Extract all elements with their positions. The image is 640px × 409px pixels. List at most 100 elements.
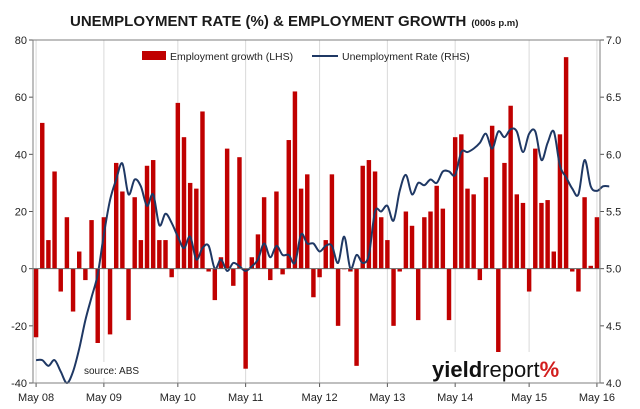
employment-bar — [317, 268, 322, 278]
logo-text-report: report — [482, 357, 539, 382]
x-tick-label: May 10 — [160, 392, 196, 404]
employment-bar — [354, 268, 359, 366]
employment-bar — [144, 165, 150, 269]
source-note: source: ABS — [84, 366, 139, 377]
y-left-tick-label: 80 — [15, 35, 27, 47]
y-left-tick-label: -40 — [11, 378, 27, 390]
employment-bar — [132, 197, 137, 269]
employment-bar — [113, 162, 119, 269]
x-tick-label: May 16 — [579, 392, 615, 404]
employment-bar — [422, 217, 427, 269]
source-box — [78, 362, 144, 378]
employment-bar — [194, 188, 199, 269]
plot-frame — [32, 39, 601, 384]
employment-bar — [323, 240, 328, 269]
yieldreport-logo: yieldreport% — [428, 352, 590, 382]
legend-bar-label: Employment growth (LHS) — [170, 51, 293, 63]
employment-bar — [446, 268, 452, 321]
legend-bar-swatch — [142, 51, 166, 60]
employment-bar — [224, 148, 230, 269]
employment-bar — [563, 57, 569, 269]
employment-bar — [539, 202, 544, 269]
employment-bar — [237, 157, 242, 269]
employment-bar — [520, 202, 526, 269]
employment-bar — [286, 140, 291, 269]
employment-bar — [40, 122, 45, 269]
employment-bar — [249, 257, 255, 269]
employment-bar — [150, 160, 156, 269]
y-left-tick-label: -20 — [11, 321, 27, 333]
employment-bar — [231, 268, 236, 286]
employment-bar — [126, 268, 131, 321]
employment-bar — [77, 251, 82, 269]
employment-bar — [434, 185, 439, 269]
employment-bar — [471, 194, 476, 269]
employment-bar — [459, 134, 464, 269]
employment-bar — [181, 137, 187, 269]
employment-bar — [187, 182, 193, 269]
legend: Employment growth (LHS) Unemployment Rat… — [142, 51, 470, 63]
y-left-tick-label: 40 — [15, 149, 27, 161]
x-tick-label: May 08 — [18, 392, 54, 404]
employment-bar — [200, 111, 205, 269]
employment-bar — [212, 268, 218, 301]
y-right-tick-label: 6.0 — [606, 149, 621, 161]
y-left-tick-label: 0 — [21, 264, 27, 276]
chart-title: UNEMPLOYMENT RATE (%) & EMPLOYMENT GROWT… — [70, 13, 466, 30]
y-right-tick-label: 7.0 — [606, 35, 621, 47]
chart-title-units: (000s p.m) — [471, 18, 518, 29]
x-tick-label: May 14 — [437, 392, 473, 404]
employment-bar — [163, 240, 168, 269]
employment-bar — [526, 268, 532, 292]
employment-bar — [107, 268, 113, 335]
employment-bar — [465, 188, 470, 269]
unemployment-rate-line — [36, 127, 610, 384]
employment-bar — [138, 240, 144, 269]
employment-bar — [58, 268, 63, 292]
unemployment-line-layer — [36, 127, 610, 384]
employment-bar — [64, 217, 70, 269]
x-tick-label: May 09 — [86, 392, 122, 404]
employment-bar — [70, 268, 76, 312]
employment-bar — [391, 268, 396, 326]
employment-bar — [557, 134, 563, 269]
y-left-tick-label: 20 — [15, 207, 27, 219]
employment-bar — [428, 211, 433, 269]
employment-bar — [348, 268, 353, 272]
employment-bar — [477, 268, 483, 281]
employment-bar — [533, 148, 538, 269]
x-tick-label: May 11 — [228, 392, 263, 404]
employment-bar — [255, 234, 261, 269]
employment-bar — [311, 268, 316, 298]
employment-bar — [120, 191, 125, 269]
y-right-tick-label: 6.5 — [606, 92, 621, 104]
employment-bar — [545, 200, 550, 269]
employment-bar — [243, 268, 248, 369]
employment-bar — [397, 268, 402, 272]
employment-bar — [496, 268, 501, 358]
employment-bar — [372, 171, 378, 269]
employment-bar — [514, 194, 520, 269]
employment-bar — [218, 257, 224, 269]
employment-bar — [582, 197, 587, 269]
employment-bar — [452, 137, 458, 269]
axes: May 08 May 09 May 10 May 11 May 12 May 13 May … — [11, 35, 621, 404]
employment-bar — [206, 268, 211, 272]
employment-bar — [274, 191, 279, 269]
employment-bar — [551, 251, 556, 269]
employment-bar — [89, 220, 94, 269]
employment-bar — [594, 217, 600, 269]
x-tick-label: May 15 — [511, 392, 547, 404]
employment-bar — [385, 240, 390, 269]
employment-bars — [33, 57, 600, 369]
employment-bar — [268, 268, 273, 281]
y-right-tick-label: 5.5 — [606, 207, 621, 219]
svg-text:yieldreport%: yieldreport% — [432, 357, 559, 382]
x-tick-label: May 13 — [369, 392, 405, 404]
employment-bar — [101, 217, 107, 269]
employment-bar — [292, 91, 298, 269]
employment-bar — [502, 162, 507, 269]
logo-percent-icon: % — [540, 357, 560, 382]
employment-bar — [52, 171, 57, 269]
employment-bar — [329, 174, 335, 269]
